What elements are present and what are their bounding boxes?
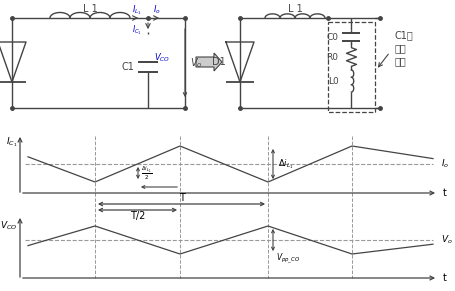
Text: D1: D1 <box>212 57 226 67</box>
Text: T/2: T/2 <box>130 211 145 221</box>
Text: 电路: 电路 <box>394 56 406 66</box>
Polygon shape <box>196 53 222 71</box>
Text: $I_{C_1}$: $I_{C_1}$ <box>5 135 17 149</box>
Text: L0: L0 <box>327 77 338 86</box>
Bar <box>327 22 374 112</box>
Text: $V_o$: $V_o$ <box>190 56 202 70</box>
Text: R0: R0 <box>326 52 338 61</box>
Text: $I_{C_1}$: $I_{C_1}$ <box>131 23 142 37</box>
Text: $V_{CO}$: $V_{CO}$ <box>0 220 17 232</box>
Text: C1的: C1的 <box>394 30 413 40</box>
Text: C0: C0 <box>326 33 338 42</box>
Text: $I_{L_1}$: $I_{L_1}$ <box>132 3 142 17</box>
Text: L 1: L 1 <box>287 4 302 14</box>
Text: $V_{pp\_CO}$: $V_{pp\_CO}$ <box>275 252 300 266</box>
Text: C1: C1 <box>121 62 134 72</box>
Text: $V_o$: $V_o$ <box>440 234 452 246</box>
Text: $V_{CO}$: $V_{CO}$ <box>154 52 170 64</box>
Text: $I_o$: $I_o$ <box>153 4 161 16</box>
Text: L 1: L 1 <box>82 4 97 14</box>
Text: $I_o$: $I_o$ <box>440 158 448 170</box>
Text: t: t <box>442 273 446 283</box>
Text: 等效: 等效 <box>394 43 406 53</box>
Text: $\Delta i_{L_1}$: $\Delta i_{L_1}$ <box>278 157 293 171</box>
Text: T: T <box>178 193 184 203</box>
Text: t: t <box>442 188 446 198</box>
Text: $\frac{\Delta i_{L_1}}{2}$: $\frac{\Delta i_{L_1}}{2}$ <box>141 164 152 182</box>
